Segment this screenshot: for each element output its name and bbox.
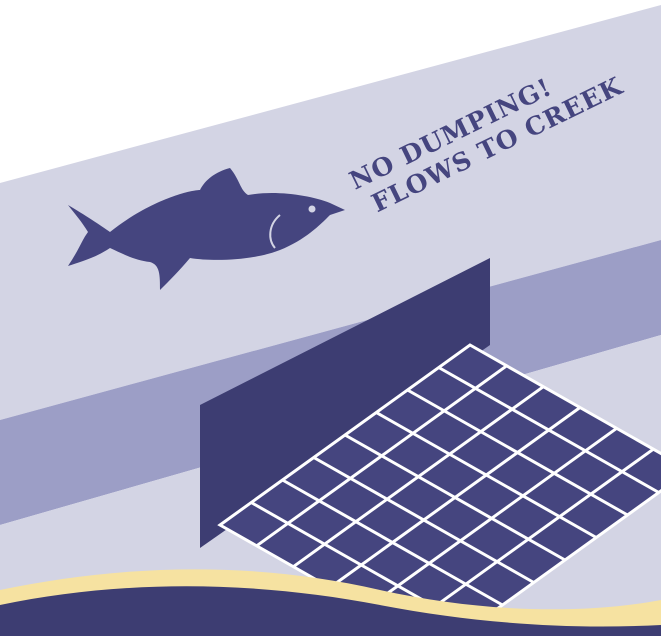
grate-bar bbox=[403, 449, 653, 629]
grate-bar bbox=[330, 408, 580, 588]
grate-bar bbox=[257, 366, 507, 546]
grate bbox=[220, 345, 661, 636]
fish-eye bbox=[308, 205, 316, 213]
grate-bar bbox=[293, 387, 543, 567]
wave-navy bbox=[0, 586, 661, 636]
fish-gill bbox=[269, 214, 281, 249]
grate-bar bbox=[367, 428, 617, 608]
fish bbox=[68, 168, 345, 290]
drain-opening bbox=[200, 258, 490, 548]
